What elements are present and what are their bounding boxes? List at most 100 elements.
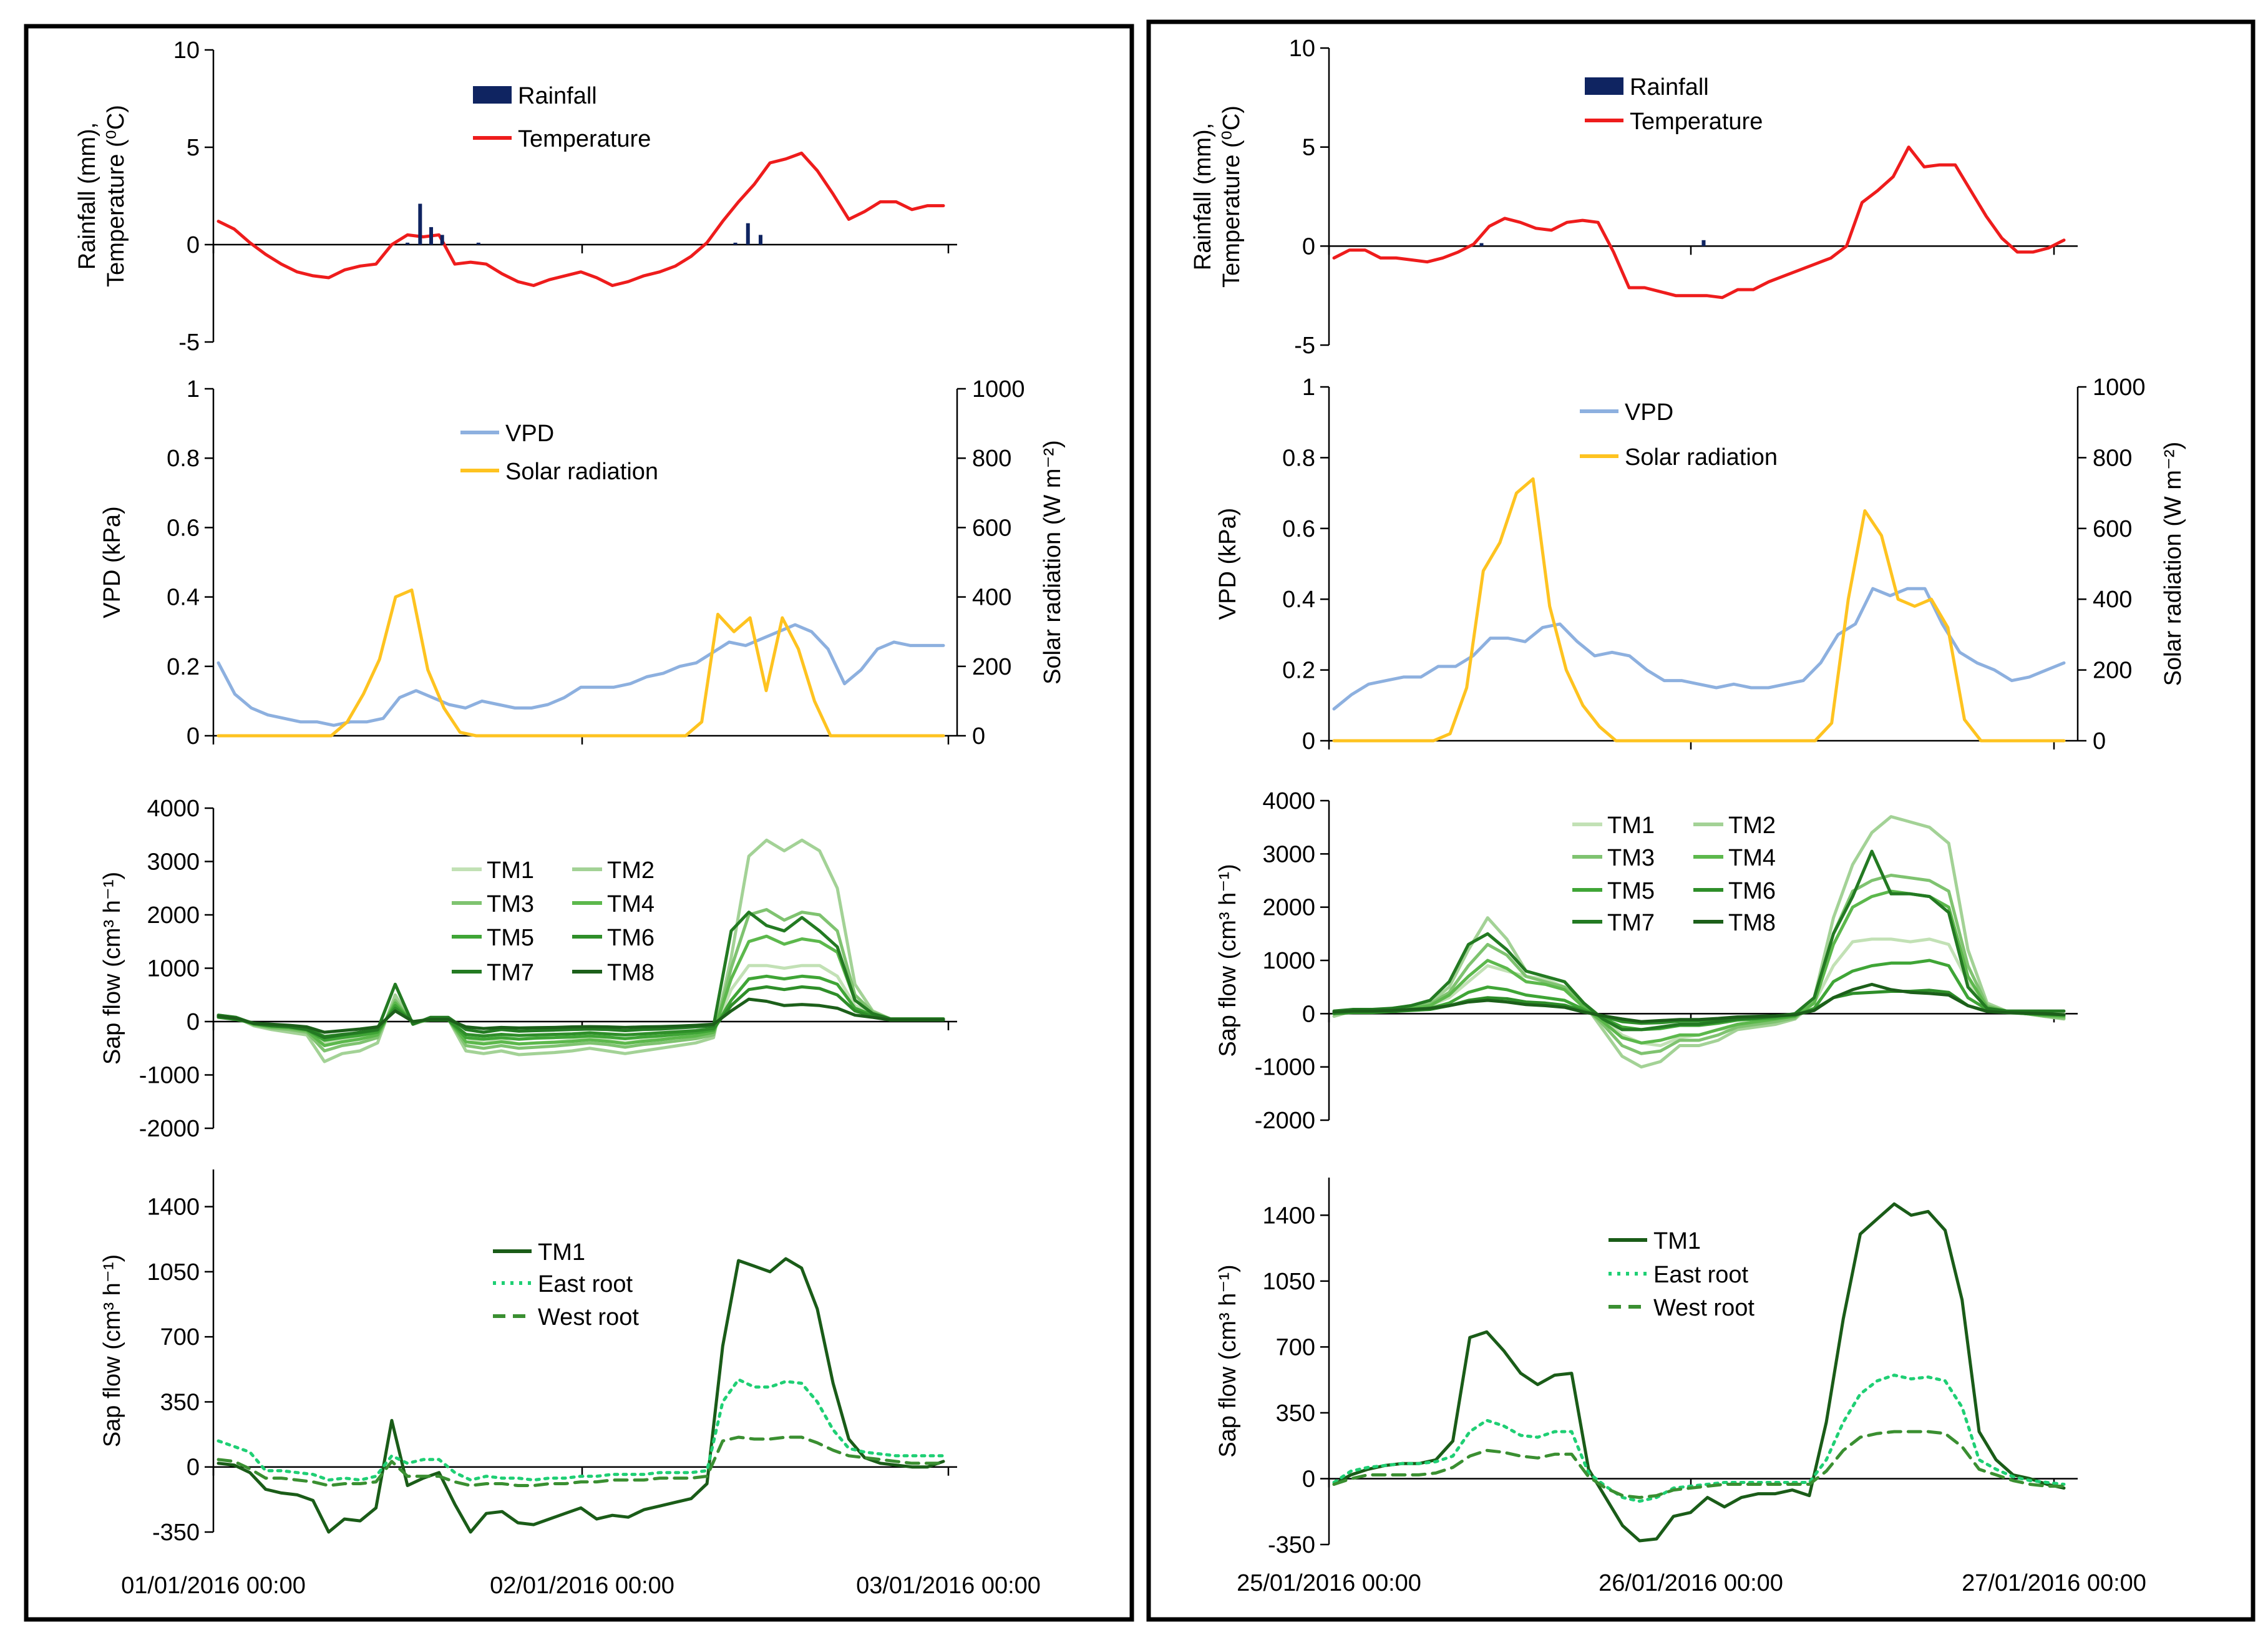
legend-label: TM6 (607, 925, 655, 951)
y-tick-label: -5 (178, 329, 200, 356)
left-vpd-chart: 0 0.2 0.4 0.6 0.8 1 VPD (kPa) 0 200 400 600 800 1000… (99, 376, 1066, 749)
y-tick-label: 4000 (147, 796, 200, 822)
right-met-temperature-line (1332, 145, 2066, 300)
legend-label: Solar radiation (505, 459, 658, 485)
y-tick-label-right: 800 (2093, 445, 2132, 471)
left-root-tm1-line (217, 1257, 945, 1534)
legend-label: TM1 (1607, 813, 1655, 839)
y-tick-label: 0.6 (1282, 516, 1315, 542)
y-tick-label: -350 (1268, 1532, 1315, 1558)
rainfall-bar (1701, 240, 1706, 247)
y-tick-label: -1000 (1255, 1055, 1315, 1081)
y-axis-label: Temperature (⁰C) (103, 105, 129, 287)
right-root-tm1-line (1332, 1202, 2066, 1543)
y-tick-label: 0.8 (167, 446, 200, 472)
legend-label: VPD (505, 421, 554, 447)
y-axis-label: Rainfall (mm), (74, 122, 100, 270)
y-tick-label: 0 (1302, 1466, 1315, 1492)
left-root-west-root-line (217, 1435, 945, 1487)
legend-label: TM3 (487, 891, 534, 917)
y-axis-label-right: Solar radiation (W m⁻²) (1039, 440, 1066, 685)
left-sap-tm1-line (217, 964, 945, 1046)
right-panel-frame (1146, 19, 2256, 1622)
left-sap-tm4-line (217, 934, 945, 1047)
y-tick-label: 0 (1302, 233, 1315, 260)
x-tick-label: 02/01/2016 00:00 (490, 1573, 674, 1599)
y-tick-label: 1000 (1262, 948, 1315, 974)
y-tick-label-right: 200 (972, 654, 1011, 680)
legend-label: TM1 (538, 1239, 585, 1266)
x-tick-label: 01/01/2016 00:00 (121, 1573, 306, 1599)
legend-label: Temperature (1630, 109, 1763, 135)
y-tick-label-right: 1000 (972, 376, 1025, 403)
legend-label: Rainfall (1630, 74, 1709, 100)
y-tick-label: 1 (187, 376, 200, 403)
y-tick-label: 5 (187, 135, 200, 161)
right-root-chart: -350 0 350 700 1050 1400 Sap flow (cm³ h⁻¹) TM1… (1215, 1178, 2078, 1558)
legend-label: TM5 (1607, 878, 1655, 904)
y-tick-label: -1000 (139, 1063, 200, 1089)
legend-label: TM2 (607, 857, 655, 884)
y-tick-label: 0.2 (1282, 658, 1315, 684)
left-vpd-vpd-line (217, 623, 945, 727)
y-tick-label: 0.6 (167, 515, 200, 541)
rainfall-bar (418, 203, 422, 245)
y-tick-label-right: 0 (972, 723, 985, 749)
legend-label: Rainfall (518, 83, 597, 109)
y-tick-label: 0 (1302, 1001, 1315, 1027)
left-sap-tm8-line (217, 997, 945, 1034)
y-tick-label: -5 (1294, 333, 1315, 359)
y-axis-label: Sap flow (cm³ h⁻¹) (1215, 864, 1241, 1057)
y-tick-label-right: 800 (972, 446, 1011, 472)
y-axis-label: Sap flow (cm³ h⁻¹) (1215, 1264, 1241, 1457)
y-tick-label-right: 1000 (2093, 374, 2146, 401)
y-tick-label: -350 (152, 1520, 200, 1546)
right-vpd-chart: 0 0.2 0.4 0.6 0.8 1 VPD (kPa) 0 200 400 600 800 1000… (1215, 374, 2186, 754)
y-tick-label: -2000 (1255, 1108, 1315, 1134)
legend-label: West root (1653, 1295, 1755, 1321)
legend-label: TM1 (1653, 1228, 1701, 1254)
y-tick-label: 1400 (1262, 1203, 1315, 1229)
y-tick-label: 350 (160, 1389, 200, 1415)
legend-label: TM7 (487, 960, 534, 986)
y-tick-label: 700 (160, 1324, 200, 1350)
legend-label: TM4 (1728, 845, 1776, 871)
y-tick-label-right: 200 (2093, 658, 2132, 684)
right-met-chart: -5 0 5 10 Rainfall (mm), Temperature (⁰C) Rain… (1190, 36, 2078, 359)
legend-label: Temperature (518, 126, 651, 152)
y-tick-label: 10 (1289, 36, 1315, 62)
y-tick-label: 2000 (1262, 895, 1315, 921)
y-tick-label: 2000 (147, 902, 200, 929)
x-tick-label: 25/01/2016 00:00 (1237, 1570, 1421, 1596)
legend-label: TM4 (607, 891, 655, 917)
y-tick-label: 0 (187, 1455, 200, 1481)
left-vpd-solar-radiation-line (217, 588, 945, 738)
y-axis-label-right: Solar radiation (W m⁻²) (2160, 442, 2186, 686)
y-axis-label: VPD (kPa) (1215, 508, 1241, 620)
y-tick-label: -2000 (139, 1116, 200, 1142)
y-tick-label: 3000 (147, 849, 200, 876)
y-tick-label: 1 (1302, 374, 1315, 401)
left-root-chart: -350 0 350 700 1050 1400 Sap flow (cm³ h⁻¹) TM1… (99, 1169, 957, 1546)
legend-label: TM1 (487, 857, 534, 884)
y-tick-label: 3000 (1262, 841, 1315, 867)
rainfall-bar (746, 223, 750, 245)
right-sap-chart: -2000 -1000 0 1000 2000 3000 4000 Sap flow (cm³… (1215, 788, 2078, 1134)
y-tick-label: 10 (173, 37, 200, 64)
legend-swatch (473, 86, 512, 104)
legend-swatch (1585, 77, 1623, 95)
rainfall-bar (758, 235, 762, 245)
y-tick-label: 0.4 (1282, 587, 1315, 613)
right-sap-tm3-line (1332, 874, 2066, 1055)
legend-label: Solar radiation (1625, 444, 1778, 471)
legend-label: East root (1653, 1262, 1749, 1288)
y-tick-label: 1000 (147, 956, 200, 982)
legend-label: TM8 (1728, 910, 1776, 936)
legend-label: TM3 (1607, 845, 1655, 871)
rainfall-bar (440, 235, 444, 245)
y-tick-label: 0 (187, 723, 200, 749)
y-tick-label: 1050 (147, 1259, 200, 1286)
